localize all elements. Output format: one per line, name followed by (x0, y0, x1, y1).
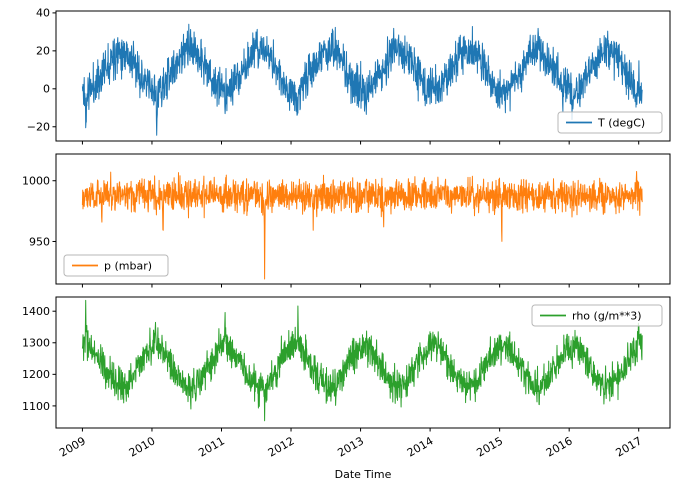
y-tick-label: 1200 (22, 368, 50, 381)
y-tick-label: −20 (27, 121, 50, 134)
axes-frame (55, 296, 671, 429)
x-tick-label: 2010 (127, 434, 158, 459)
series-line-3 (81, 299, 643, 422)
x-tick-label: 2015 (474, 434, 505, 459)
legend: rho (g/m**3) (531, 304, 663, 327)
x-tick-label: 2014 (405, 434, 436, 459)
axes-frame (55, 153, 671, 285)
y-tick-label: 1300 (22, 337, 50, 350)
y-tick-label: 40 (36, 7, 50, 20)
subplot-2: 950 1000 p (mbar) (22, 153, 671, 288)
x-axis-label: Date Time (334, 468, 392, 481)
x-tick-label: 2012 (266, 434, 297, 459)
x-tick-label: 2017 (613, 434, 644, 459)
y-tick-label: 1400 (22, 305, 50, 318)
legend-box (531, 304, 663, 327)
y-tick-label: 1000 (22, 175, 50, 188)
legend: p (mbar) (63, 254, 169, 277)
x-tick-label: 2011 (196, 434, 227, 459)
x-tick-label: 2013 (335, 434, 366, 459)
legend-label: p (mbar) (104, 259, 152, 272)
x-tick-label: 2016 (544, 434, 575, 459)
legend-label: rho (g/m**3) (572, 309, 642, 322)
x-tick-label: 2009 (57, 434, 88, 459)
y-tick-label: 20 (36, 45, 50, 58)
legend-box (557, 111, 663, 134)
axes-frame (55, 10, 671, 142)
y-tick-label: 950 (29, 235, 50, 248)
series-line-2 (81, 171, 643, 280)
legend-box (63, 254, 169, 277)
legend: T (degC) (557, 111, 663, 134)
legend-label: T (degC) (597, 116, 645, 129)
y-tick-label: 1100 (22, 400, 50, 413)
subplot-3: 1100 1200 1300 1400 rho (g/m**3) (22, 296, 671, 432)
series-line-1 (81, 23, 643, 136)
subplot-1: −20 0 20 40 T (degC) (27, 7, 671, 145)
y-tick-label: 0 (43, 83, 50, 96)
